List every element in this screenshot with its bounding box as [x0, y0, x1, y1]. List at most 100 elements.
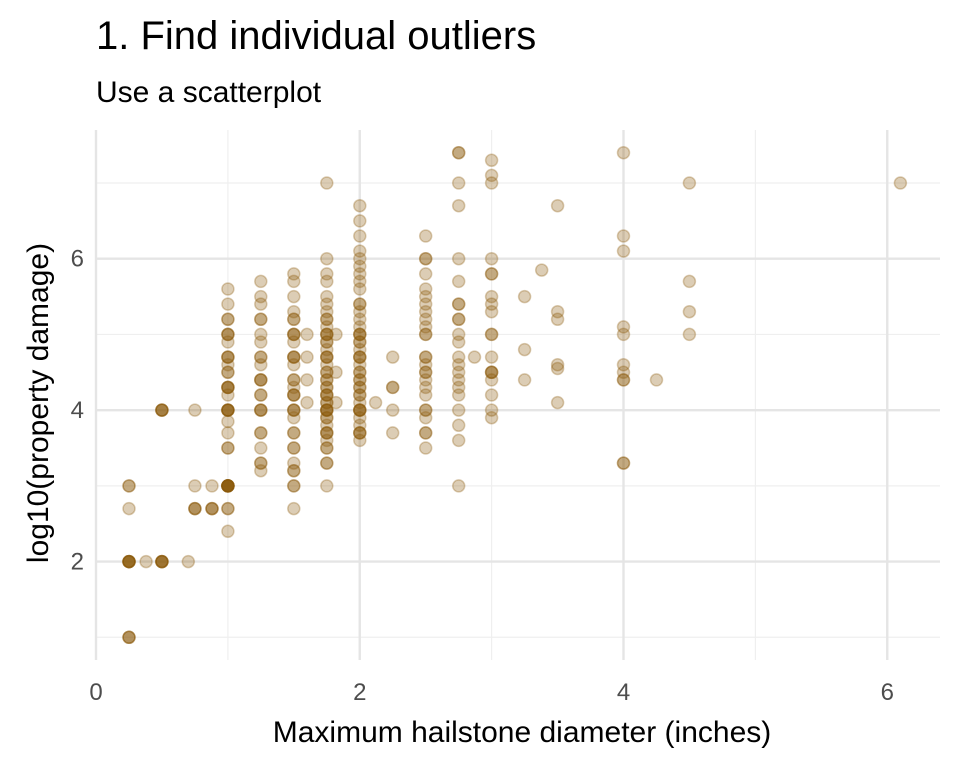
data-point [649, 373, 664, 387]
data-point [418, 403, 433, 417]
y-axis-ticks: 2 4 6 [71, 246, 84, 576]
data-point [418, 403, 433, 417]
data-point [353, 350, 367, 364]
data-point [320, 426, 334, 440]
data-point [320, 327, 334, 342]
data-point [353, 335, 367, 349]
data-point [616, 373, 631, 387]
data-point [418, 289, 433, 304]
data-point [353, 380, 367, 395]
data-point [418, 357, 433, 372]
data-point [221, 388, 235, 402]
data-point [484, 373, 499, 387]
data-point [320, 297, 334, 311]
data-point [287, 479, 301, 493]
data-point [451, 312, 466, 327]
data-point [254, 403, 268, 417]
data-point [254, 388, 268, 402]
data-point [616, 373, 631, 387]
data-point [287, 388, 301, 402]
data-point [221, 479, 235, 493]
data-point [353, 350, 367, 364]
grid-lines [94, 130, 940, 660]
data-point [287, 426, 301, 440]
data-point [353, 357, 367, 372]
chart-title: 1. Find individual outliers [96, 14, 537, 58]
data-point [320, 441, 334, 455]
data-point [353, 267, 367, 281]
data-point [353, 312, 367, 327]
data-point [484, 388, 499, 402]
data-point [287, 350, 301, 364]
data-point [155, 403, 169, 417]
data-point [122, 479, 136, 493]
data-point [287, 304, 301, 319]
data-point [418, 365, 433, 380]
data-point [550, 312, 565, 327]
data-point [320, 289, 334, 304]
data-point [254, 350, 268, 364]
data-point [205, 479, 219, 493]
data-point [353, 403, 367, 417]
data-point [122, 630, 136, 645]
data-point [418, 251, 433, 266]
data-point [221, 479, 235, 493]
data-point [451, 418, 466, 433]
data-point [353, 365, 367, 380]
data-point [418, 229, 433, 243]
data-point [188, 501, 202, 516]
data-point [221, 380, 235, 395]
data-point [300, 350, 314, 364]
data-point [451, 176, 466, 190]
data-point [221, 335, 235, 349]
data-point [353, 304, 367, 319]
data-point [221, 479, 235, 493]
y-tick-label: 2 [71, 549, 84, 576]
data-point [221, 312, 235, 327]
chart-subtitle: Use a scatterplot [96, 76, 322, 109]
data-point [353, 327, 367, 342]
data-point [221, 441, 235, 455]
data-point [221, 403, 235, 417]
data-point [353, 373, 367, 387]
data-point [287, 327, 301, 342]
data-point [893, 176, 908, 190]
data-point [353, 380, 367, 395]
data-point [287, 441, 301, 455]
data-point [320, 342, 334, 357]
data-point [254, 274, 268, 289]
data-point [320, 327, 334, 342]
data-point [418, 327, 433, 342]
data-point [451, 350, 466, 364]
data-point [181, 554, 196, 569]
data-point [221, 380, 235, 395]
data-point [616, 229, 631, 243]
y-tick-label: 6 [71, 246, 84, 273]
data-point [221, 403, 235, 417]
x-axis-label: Maximum hailstone diameter (inches) [273, 716, 772, 749]
data-point [320, 433, 334, 448]
data-point [320, 365, 334, 380]
data-point [451, 327, 466, 342]
data-point [320, 312, 334, 327]
data-point [287, 463, 301, 478]
data-point [353, 403, 367, 417]
data-point [254, 357, 268, 372]
data-point [353, 320, 367, 334]
data-point [287, 403, 301, 417]
data-point [550, 304, 565, 319]
data-point [451, 145, 466, 160]
data-point [320, 403, 334, 417]
data-point [320, 403, 334, 417]
data-point [451, 357, 466, 372]
data-point [418, 426, 433, 440]
data-point [353, 373, 367, 387]
data-point [418, 304, 433, 319]
data-point [320, 418, 334, 433]
data-point [122, 630, 136, 645]
data-point [451, 388, 466, 402]
data-point [155, 554, 169, 569]
data-point [221, 524, 235, 539]
data-point [205, 501, 219, 516]
data-point [320, 350, 334, 364]
